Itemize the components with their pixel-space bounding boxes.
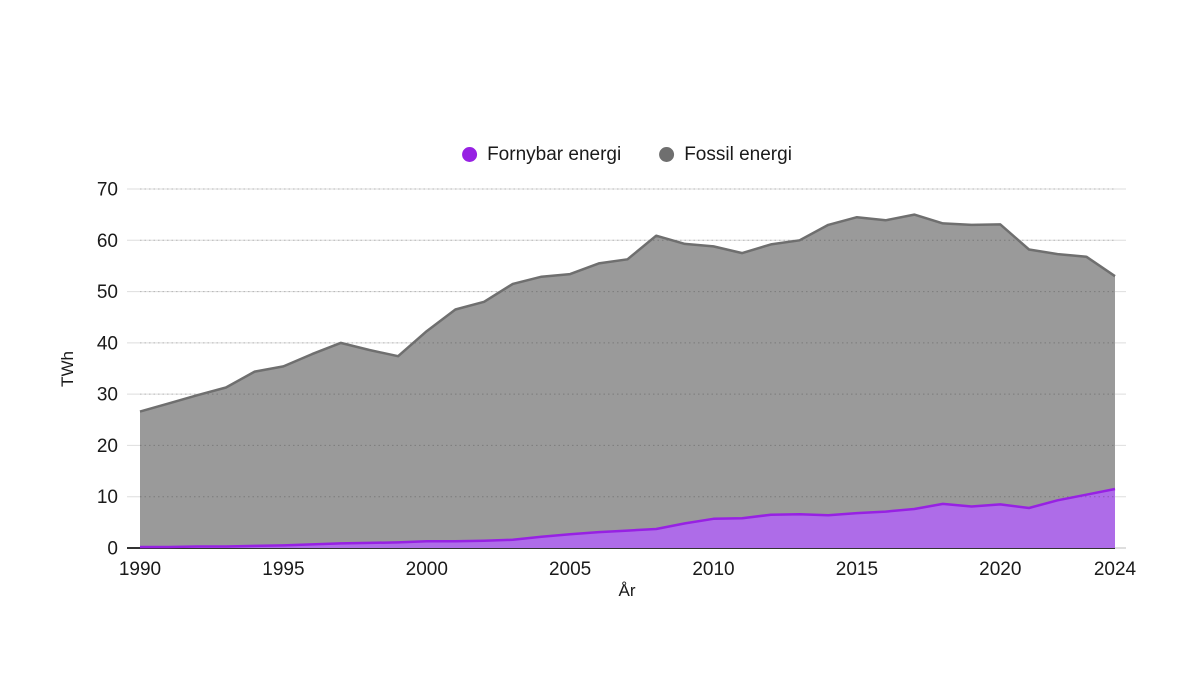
svg-text:70: 70: [97, 180, 118, 201]
legend-dot-fornybar-icon: [462, 147, 478, 162]
legend-item-fossil: Fossil energi: [659, 145, 792, 164]
svg-text:2005: 2005: [549, 559, 591, 580]
svg-text:40: 40: [97, 333, 118, 354]
svg-text:20: 20: [97, 436, 118, 457]
svg-text:50: 50: [97, 282, 118, 303]
legend-label-fornybar: Fornybar energi: [487, 144, 622, 165]
legend-label-fossil: Fossil energi: [684, 144, 792, 165]
svg-text:2015: 2015: [836, 559, 878, 580]
svg-text:1995: 1995: [262, 559, 304, 580]
svg-text:2010: 2010: [692, 559, 734, 580]
svg-text:0: 0: [107, 539, 118, 560]
svg-text:60: 60: [97, 231, 118, 252]
legend: Fornybar energi Fossil energi: [462, 145, 792, 164]
svg-text:10: 10: [97, 487, 118, 508]
svg-text:1990: 1990: [119, 559, 161, 580]
legend-item-fornybar: Fornybar energi: [462, 145, 621, 164]
legend-dot-fossil-icon: [659, 147, 675, 162]
svg-text:2020: 2020: [979, 559, 1021, 580]
x-axis-title: År: [618, 581, 636, 600]
svg-text:2000: 2000: [406, 559, 448, 580]
y-axis-title: TWh: [58, 351, 77, 387]
svg-text:30: 30: [97, 385, 118, 406]
svg-text:2024: 2024: [1094, 559, 1137, 580]
